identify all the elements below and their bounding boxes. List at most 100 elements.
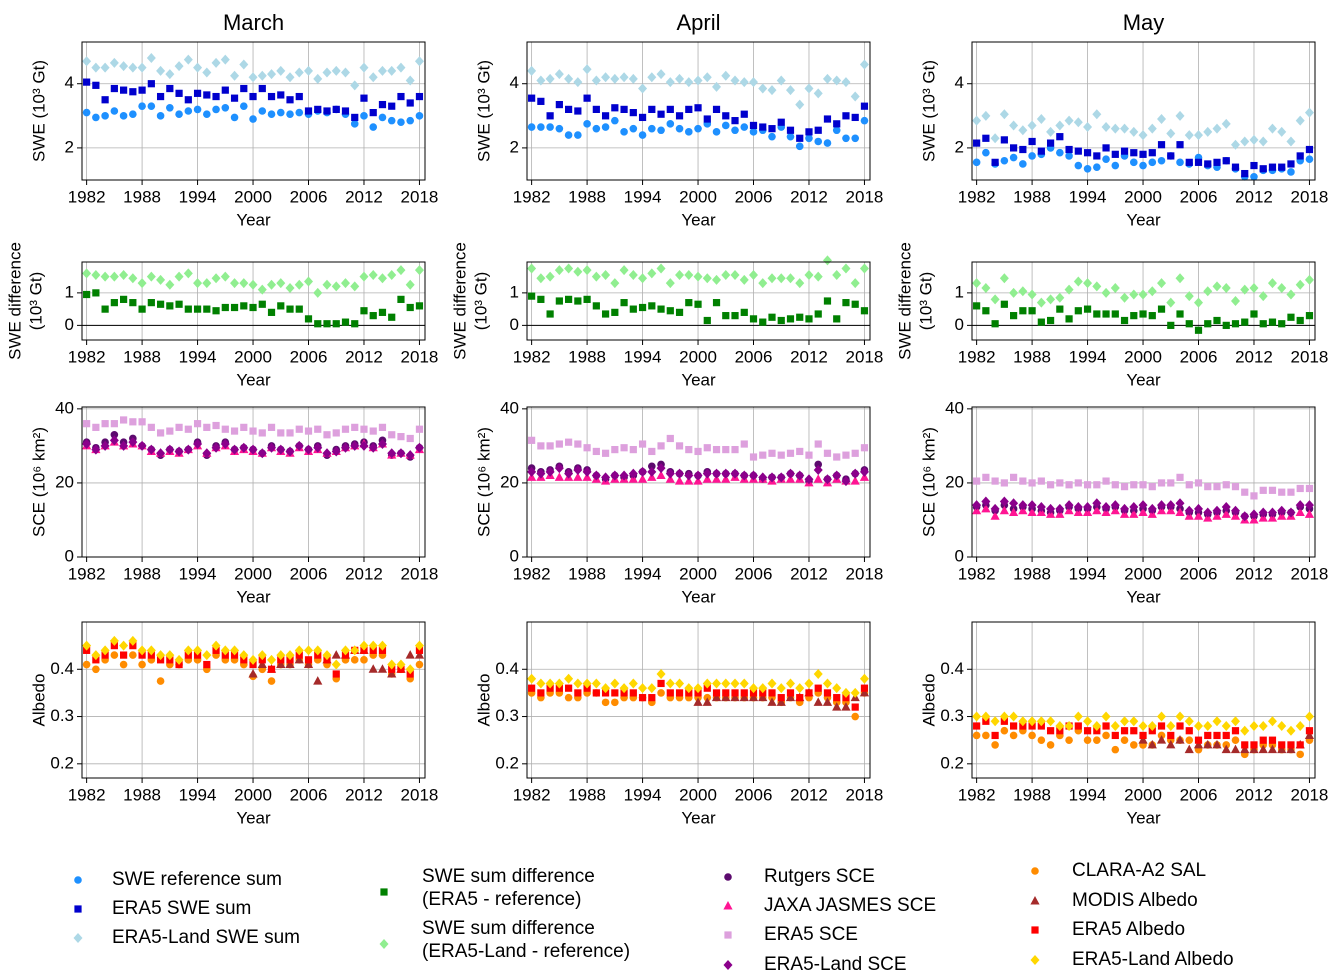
y-tick-label: 0: [65, 315, 74, 334]
marker-square: [1213, 158, 1221, 166]
marker-diamond: [220, 271, 230, 282]
marker-diamond: [414, 442, 424, 453]
marker-diamond: [1092, 281, 1102, 292]
marker-diamond: [832, 75, 842, 86]
marker-diamond: [1295, 500, 1305, 511]
marker-diamond: [285, 650, 295, 661]
legend-marker: [74, 905, 82, 913]
x-tick-label: 2000: [234, 785, 272, 804]
marker-square: [360, 307, 368, 315]
marker-square: [193, 305, 202, 313]
marker-square: [611, 308, 619, 316]
marker-circle: [684, 128, 693, 136]
marker-diamond: [304, 276, 314, 287]
marker-diamond: [1304, 107, 1314, 118]
marker-diamond: [285, 72, 295, 83]
marker-triangle: [656, 470, 666, 480]
marker-diamond: [91, 62, 101, 73]
x-tick-label: 2018: [846, 187, 884, 206]
marker-triangle: [387, 669, 397, 678]
x-tick-label: 1994: [1069, 187, 1107, 206]
marker-diamond: [387, 65, 397, 76]
legend-marker: [380, 888, 388, 896]
marker-diamond: [619, 72, 629, 83]
marker-diamond: [859, 59, 869, 70]
marker-square: [110, 420, 118, 428]
marker-diamond: [850, 278, 860, 289]
x-axis-label: Year: [681, 587, 716, 606]
y-tick-label: 1: [65, 282, 74, 301]
marker-square: [1130, 727, 1138, 735]
marker-triangle: [637, 474, 648, 483]
marker-square: [537, 442, 545, 450]
marker-diamond: [832, 270, 842, 280]
marker-square: [1241, 318, 1249, 326]
marker-square: [1074, 307, 1082, 315]
marker-square: [823, 115, 832, 123]
y-tick-label: 20: [55, 472, 74, 491]
marker-diamond: [1286, 507, 1296, 518]
marker-diamond: [1101, 711, 1111, 722]
marker-square: [351, 113, 359, 122]
y-tick-label: 0: [955, 546, 964, 565]
marker-circle: [350, 656, 359, 664]
marker-diamond: [999, 711, 1009, 722]
marker-diamond: [304, 65, 314, 76]
marker-diamond: [1064, 115, 1074, 126]
marker-diamond: [1304, 500, 1314, 511]
marker-diamond: [702, 468, 712, 479]
marker-square: [638, 303, 647, 312]
marker-square: [740, 110, 748, 118]
marker-square: [249, 303, 257, 312]
marker-square: [796, 134, 804, 142]
marker-square: [369, 312, 377, 320]
marker-triangle: [276, 659, 286, 669]
marker-square: [277, 429, 285, 437]
marker-square: [1278, 741, 1286, 749]
marker-square: [258, 300, 266, 308]
marker-square: [675, 308, 684, 316]
marker-circle: [1120, 736, 1129, 744]
marker-diamond: [665, 77, 675, 88]
marker-square: [648, 694, 656, 702]
marker-diamond: [721, 468, 731, 479]
marker-diamond: [702, 273, 712, 284]
marker-circle: [832, 126, 841, 135]
marker-diamond: [331, 446, 341, 457]
marker-square: [1305, 727, 1314, 735]
marker-triangle: [832, 702, 842, 711]
marker-circle: [82, 660, 91, 669]
marker-diamond: [1194, 130, 1204, 141]
x-axis-label: Year: [236, 808, 271, 827]
marker-square: [657, 679, 665, 688]
marker-diamond: [610, 278, 620, 289]
marker-square: [221, 303, 229, 312]
marker-square: [378, 308, 387, 316]
marker-diamond: [174, 446, 184, 457]
marker-diamond: [1036, 297, 1046, 308]
marker-square: [749, 121, 758, 130]
plot-frame: [526, 41, 871, 181]
marker-square: [777, 316, 785, 325]
marker-circle: [991, 741, 999, 749]
marker-square: [611, 689, 619, 697]
x-tick-label: 2006: [735, 187, 773, 206]
marker-diamond: [813, 271, 823, 282]
x-tick-label: 2018: [846, 564, 884, 583]
marker-diamond: [1129, 502, 1139, 512]
marker-diamond: [1027, 500, 1037, 511]
marker-square: [982, 307, 990, 315]
marker-square: [249, 427, 257, 435]
marker-diamond: [1027, 289, 1037, 300]
marker-square: [341, 107, 350, 115]
marker-diamond: [1267, 716, 1277, 727]
marker-square: [212, 92, 220, 101]
marker-square: [1287, 160, 1295, 168]
marker-square: [565, 684, 573, 692]
legend-marker: [723, 960, 733, 970]
panel: 1982 1988 1994 2000 2006 2012 2018 0 1 Year SWE di…: [450, 242, 883, 389]
marker-diamond: [1055, 120, 1065, 131]
marker-square: [175, 300, 183, 308]
marker-diamond: [82, 439, 92, 450]
marker-square: [823, 297, 832, 305]
